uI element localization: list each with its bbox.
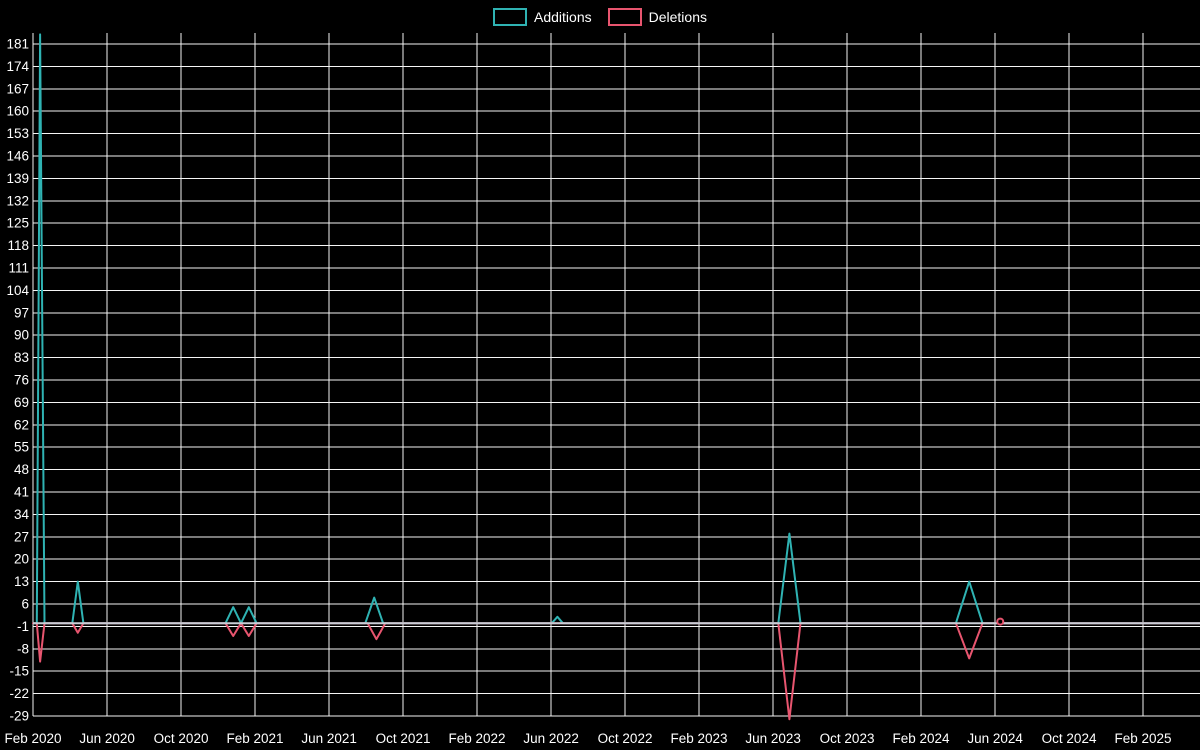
x-tick-label: Feb 2020 (4, 731, 61, 746)
y-tick-label: 167 (6, 81, 29, 96)
y-tick-label: 27 (14, 529, 29, 544)
y-tick-label: 111 (8, 261, 29, 276)
x-tick-label: Oct 2023 (820, 731, 875, 746)
legend-item-deletions[interactable]: Deletions (607, 8, 707, 26)
deletions-swatch-icon (607, 8, 642, 26)
legend-label-deletions: Deletions (648, 9, 707, 25)
y-tick-label: -15 (9, 664, 29, 679)
y-tick-label: 146 (6, 149, 29, 164)
x-tick-label: Jun 2022 (523, 731, 579, 746)
y-tick-label: 41 (14, 485, 29, 500)
y-tick-label: 6 (21, 597, 29, 612)
x-tick-label: Jun 2021 (301, 731, 357, 746)
y-tick-label: 34 (14, 507, 30, 522)
x-tick-label: Jun 2024 (967, 731, 1023, 746)
y-tick-label: 90 (14, 328, 29, 343)
additions-swatch-icon (493, 8, 528, 26)
y-tick-label: 55 (14, 440, 29, 455)
y-tick-label: 76 (14, 373, 29, 388)
y-tick-label: 48 (14, 462, 29, 477)
chart-legend: Additions Deletions (0, 8, 1200, 26)
legend-item-additions[interactable]: Additions (493, 8, 592, 26)
y-tick-label: 69 (14, 395, 29, 410)
x-tick-label: Jun 2023 (745, 731, 801, 746)
x-tick-label: Feb 2025 (1114, 731, 1171, 746)
y-tick-label: 97 (14, 305, 29, 320)
y-tick-label: 104 (6, 283, 29, 298)
x-tick-label: Feb 2022 (448, 731, 505, 746)
x-tick-label: Jun 2020 (79, 731, 135, 746)
y-tick-label: 125 (6, 216, 29, 231)
y-tick-label: -1 (17, 619, 29, 634)
y-tick-label: 62 (14, 417, 29, 432)
y-tick-label: 20 (14, 552, 29, 567)
data-point-marker (996, 617, 1005, 626)
x-tick-label: Oct 2021 (376, 731, 431, 746)
y-tick-label: 83 (14, 350, 29, 365)
x-tick-label: Oct 2024 (1042, 731, 1097, 746)
y-tick-label: -8 (17, 641, 29, 656)
y-tick-label: 139 (6, 171, 29, 186)
x-tick-label: Feb 2021 (226, 731, 283, 746)
x-tick-label: Feb 2024 (892, 731, 950, 746)
x-tick-label: Oct 2022 (598, 731, 653, 746)
legend-label-additions: Additions (534, 9, 592, 25)
y-tick-label: 13 (14, 574, 29, 589)
x-tick-label: Oct 2020 (154, 731, 209, 746)
x-tick-label: Feb 2023 (670, 731, 727, 746)
y-tick-label: -29 (9, 709, 29, 724)
y-tick-label: 118 (7, 238, 29, 253)
y-tick-label: 132 (6, 193, 29, 208)
y-tick-label: -22 (9, 686, 29, 701)
y-tick-label: 174 (6, 59, 29, 74)
y-tick-label: 153 (6, 126, 29, 141)
y-tick-label: 160 (6, 104, 29, 119)
y-tick-label: 181 (6, 37, 29, 52)
